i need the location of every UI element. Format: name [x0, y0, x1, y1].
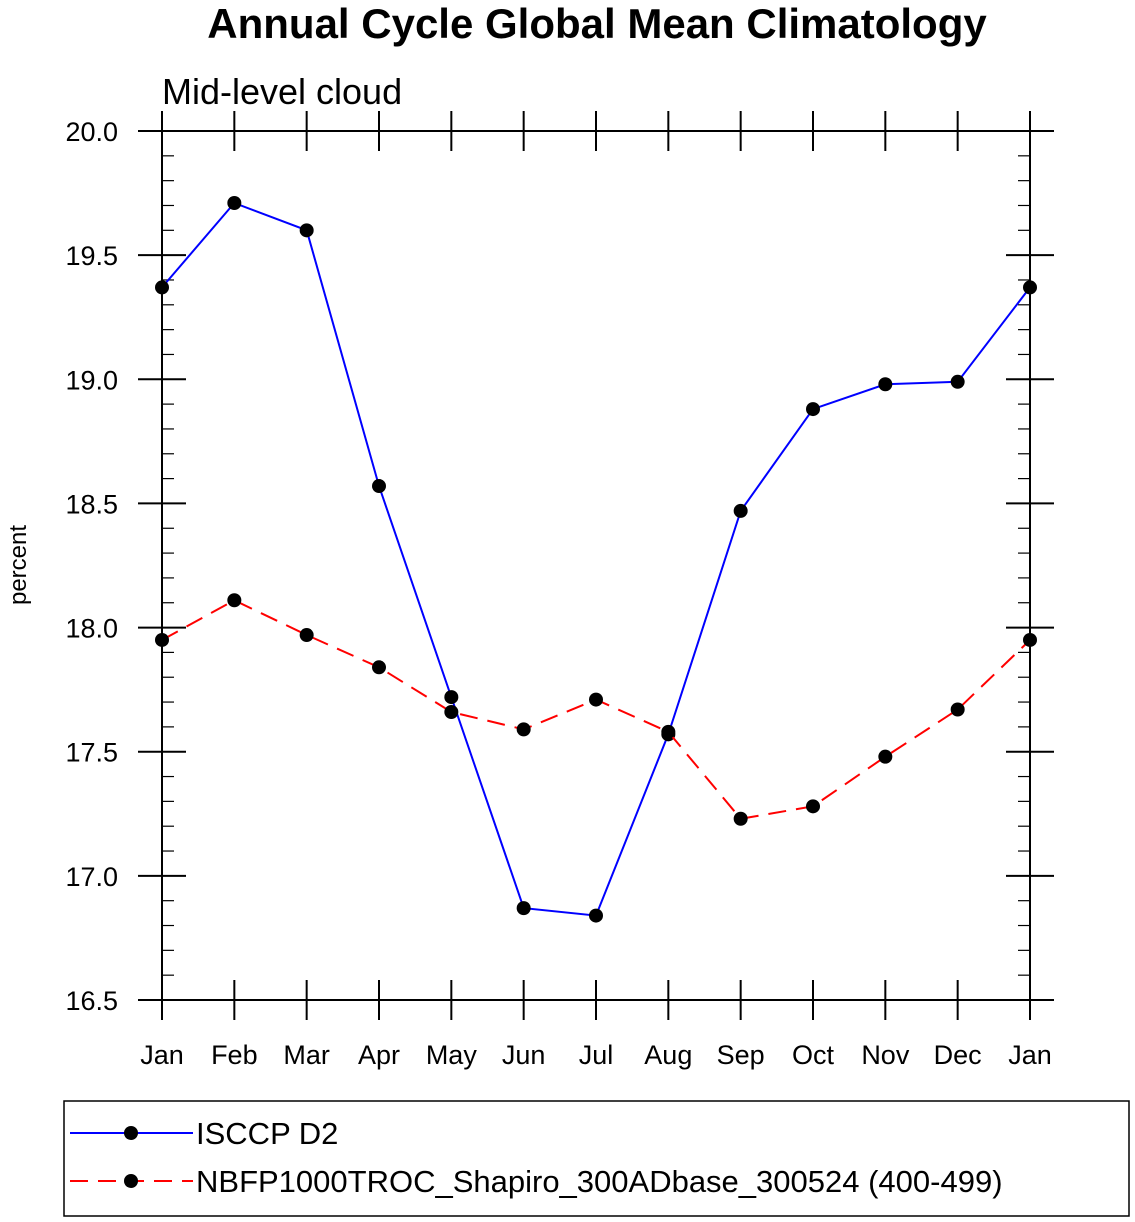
x-tick-label: Jan — [140, 1040, 184, 1070]
chart-title: Annual Cycle Global Mean Climatology — [207, 0, 987, 47]
legend-marker-2 — [124, 1174, 138, 1188]
data-point — [516, 722, 531, 737]
data-point — [516, 901, 531, 916]
x-tick-label: May — [426, 1040, 478, 1070]
y-axis-label: percent — [5, 525, 32, 605]
x-tick-label: Mar — [283, 1040, 330, 1070]
y-tick-label: 17.5 — [65, 738, 118, 768]
data-point — [733, 503, 748, 518]
legend: ISCCP D2 NBFP1000TROC_Shapiro_300ADbase_3… — [63, 1100, 1130, 1217]
data-point — [589, 692, 603, 707]
y-tick-label: 16.5 — [65, 986, 118, 1016]
data-point — [444, 690, 459, 705]
data-point — [806, 402, 820, 417]
data-point — [372, 660, 386, 675]
y-tick-label: 19.0 — [65, 365, 118, 395]
x-tick-labels: Jan Feb Mar Apr May Jun Jul Aug Sep Oct Nov Dec Jan — [140, 1040, 1052, 1070]
chart-subtitle: Mid-level cloud — [162, 71, 402, 112]
y-tick-label: 20.0 — [65, 117, 118, 147]
data-point — [878, 377, 893, 392]
data-point — [733, 811, 748, 826]
data-point — [299, 628, 314, 643]
y-tick-label: 18.0 — [65, 614, 118, 644]
data-point — [806, 799, 820, 814]
y-tick-label: 18.5 — [65, 489, 118, 519]
y-tick-labels: 16.5 17.0 17.5 18.0 18.5 19.0 19.5 20.0 — [65, 117, 118, 1016]
legend-label-1: ISCCP D2 — [196, 1116, 338, 1151]
data-point — [299, 223, 314, 238]
series-line-2 — [161, 599, 1031, 820]
y-tick-label: 17.0 — [65, 862, 118, 892]
data-point — [372, 479, 386, 494]
data-point — [950, 374, 965, 389]
x-tick-label: Sep — [717, 1040, 765, 1070]
legend-box — [63, 1100, 1130, 1217]
legend-marker-1 — [124, 1126, 138, 1140]
y-tick-label: 19.5 — [65, 241, 118, 271]
data-point — [589, 908, 603, 923]
x-tick-label: Oct — [792, 1040, 835, 1070]
x-tick-label: Feb — [211, 1040, 258, 1070]
legend-label-2: NBFP1000TROC_Shapiro_300ADbase_300524 (4… — [196, 1164, 1003, 1199]
x-tick-label: Aug — [644, 1040, 692, 1070]
series-line-1 — [161, 201, 1031, 917]
x-tick-label: Dec — [934, 1040, 982, 1070]
data-point — [950, 702, 965, 717]
data-point — [878, 749, 893, 764]
x-tick-label: Jul — [579, 1040, 614, 1070]
x-tick-label: Jan — [1008, 1040, 1052, 1070]
data-point — [444, 704, 459, 719]
plot-frame — [161, 130, 1031, 1001]
data-point — [227, 196, 242, 211]
x-tick-label: Nov — [861, 1040, 910, 1070]
axes-ticks — [138, 111, 1054, 1020]
data-point — [227, 593, 242, 608]
series-lines — [155, 196, 1037, 923]
data-point — [661, 724, 676, 739]
x-tick-label: Apr — [358, 1040, 400, 1070]
x-tick-label: Jun — [502, 1040, 546, 1070]
